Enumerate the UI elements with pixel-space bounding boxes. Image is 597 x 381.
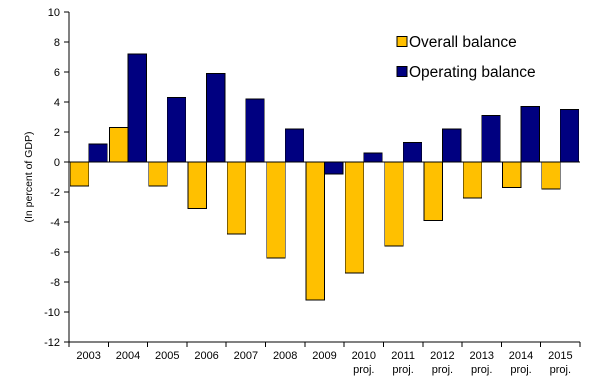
legend-label-overall: Overall balance <box>409 34 517 51</box>
x-tick-label: 2003 <box>76 350 100 362</box>
bar-overall-2014 <box>502 161 522 188</box>
bar-overall-2010 <box>344 161 365 274</box>
bar-overall-2005 <box>148 161 168 187</box>
bar-operating-2006 <box>206 73 226 163</box>
x-tick-label: 2014 <box>509 350 533 362</box>
y-tick-label: -12 <box>44 337 60 349</box>
x-tick-label: 2009 <box>312 350 336 362</box>
x-tick-sublabel: proj. <box>392 364 413 376</box>
bars-group <box>69 53 580 301</box>
x-tick-sublabel: proj. <box>432 364 453 376</box>
bar-overall-2007 <box>227 161 247 235</box>
bar-operating-2010 <box>363 152 383 163</box>
y-tick-label: 6 <box>54 67 60 79</box>
x-tick-sublabel: proj. <box>471 364 492 376</box>
axes-group <box>64 11 581 347</box>
x-tick-label: 2011 <box>391 350 415 362</box>
bar-operating-2009 <box>324 161 344 175</box>
x-tick-label: 2013 <box>469 350 493 362</box>
bar-operating-2005 <box>166 97 187 163</box>
y-axis-label: (In percent of GDP) <box>23 131 35 222</box>
x-tick-sublabel: proj. <box>550 364 571 376</box>
bar-operating-2011 <box>402 142 422 163</box>
bar-operating-2015 <box>559 109 580 163</box>
y-tick-label: -2 <box>50 187 60 199</box>
bar-overall-2006 <box>187 161 207 209</box>
bar-operating-2012 <box>442 128 462 163</box>
y-tick-label: 8 <box>54 37 60 49</box>
x-tick-label: 2006 <box>194 350 218 362</box>
x-tick-label: 2010 <box>352 350 376 362</box>
x-tick-label: 2012 <box>430 350 454 362</box>
bar-overall-2013 <box>462 161 483 199</box>
x-tick-sublabel: proj. <box>353 364 374 376</box>
bar-operating-2003 <box>88 143 108 163</box>
y-tick-label: -4 <box>50 217 60 229</box>
x-tick-label: 2005 <box>155 350 179 362</box>
bar-operating-2008 <box>284 128 305 163</box>
x-tick-label: 2015 <box>548 350 572 362</box>
x-tick-label: 2004 <box>116 350 140 362</box>
bar-overall-2015 <box>541 161 561 190</box>
bar-operating-2013 <box>481 115 501 163</box>
bar-overall-2003 <box>69 161 90 187</box>
bar-overall-2008 <box>266 161 286 259</box>
x-tick-label: 2008 <box>273 350 297 362</box>
legend: Overall balance Operating balance <box>396 34 536 81</box>
bar-operating-2004 <box>127 53 147 163</box>
x-tick-sublabel: proj. <box>510 364 531 376</box>
y-tick-label: 2 <box>54 127 60 139</box>
legend-swatch-operating <box>396 66 408 77</box>
bar-operating-2014 <box>520 106 540 163</box>
legend-swatch-overall <box>396 36 408 47</box>
y-tick-label: 4 <box>54 97 60 109</box>
bar-operating-2007 <box>245 98 265 163</box>
x-tick-label: 2007 <box>234 350 258 362</box>
y-tick-label: 10 <box>48 7 60 19</box>
tick-labels-group: -12 -10 -8 -6 -4 -2 0 2 4 6 8 10 2003 2004 2005 2006 200… <box>44 7 572 376</box>
y-tick-label: -10 <box>44 307 60 319</box>
legend-label-operating: Operating balance <box>409 64 536 81</box>
y-tick-label: 0 <box>54 157 60 169</box>
y-tick-label: -6 <box>50 247 60 259</box>
bar-overall-2004 <box>109 127 129 163</box>
bar-overall-2009 <box>305 161 325 301</box>
bar-overall-2011 <box>384 161 404 247</box>
y-tick-label: -8 <box>50 277 60 289</box>
bar-overall-2012 <box>423 161 443 221</box>
